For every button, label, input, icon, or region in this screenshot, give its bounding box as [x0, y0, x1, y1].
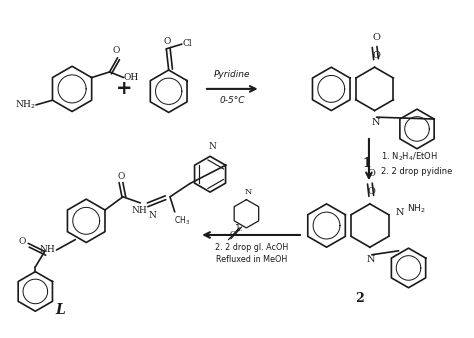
- Text: NH: NH: [131, 206, 147, 215]
- Text: 1. N$_2$H$_4$/EtOH: 1. N$_2$H$_4$/EtOH: [381, 151, 438, 164]
- Text: O: O: [372, 33, 380, 42]
- Text: Pyridine: Pyridine: [214, 70, 251, 78]
- Text: N: N: [209, 142, 216, 151]
- Text: N: N: [367, 255, 375, 264]
- Text: N: N: [244, 188, 252, 196]
- Text: OH: OH: [124, 73, 139, 82]
- Text: NH$_2$: NH$_2$: [407, 203, 425, 215]
- Text: 0-5°C: 0-5°C: [219, 96, 245, 105]
- Text: Refluxed in MeOH: Refluxed in MeOH: [216, 255, 287, 264]
- Text: O: O: [372, 51, 380, 60]
- Text: Cl: Cl: [183, 39, 192, 48]
- Text: NH$_2$: NH$_2$: [15, 99, 36, 111]
- Text: N: N: [396, 208, 404, 217]
- Text: N: N: [372, 118, 380, 127]
- Text: N: N: [148, 211, 156, 220]
- Text: O: O: [367, 187, 375, 196]
- Text: O: O: [367, 169, 375, 178]
- Text: L: L: [55, 303, 65, 317]
- Text: O: O: [112, 46, 120, 55]
- Text: 2. 2 drop pyidine: 2. 2 drop pyidine: [381, 167, 452, 176]
- Text: 1.: 1.: [236, 224, 244, 233]
- Text: O: O: [163, 37, 171, 46]
- Text: NH: NH: [40, 245, 55, 255]
- Text: +: +: [116, 79, 132, 98]
- Text: CH$_3$: CH$_3$: [174, 215, 190, 227]
- Text: O: O: [18, 237, 26, 246]
- Text: O: O: [118, 172, 125, 181]
- Text: 2: 2: [355, 291, 364, 305]
- Text: 2. 2 drop gl. AcOH: 2. 2 drop gl. AcOH: [215, 243, 288, 252]
- Text: 1: 1: [362, 157, 371, 170]
- Text: O: O: [230, 230, 237, 238]
